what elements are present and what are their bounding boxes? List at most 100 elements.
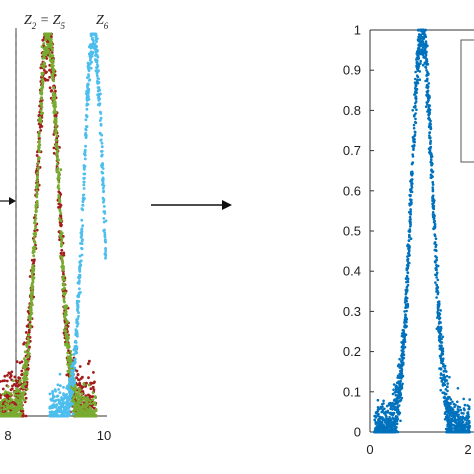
scatter-point [379,406,383,410]
scatter-point [62,408,66,412]
scatter-point [81,238,84,242]
scatter-point [57,414,60,418]
scatter-point [96,55,100,59]
scatter-point [5,407,9,411]
scatter-point [425,74,428,77]
scatter-point [453,430,457,434]
scatter-point [389,418,393,421]
scatter-point [38,143,41,147]
y-tick-label: 0.1 [343,384,361,399]
scatter-point [435,249,438,253]
scatter-point [77,280,81,284]
scatter-point [406,305,409,309]
scatter-point [75,324,79,328]
scatter-point [62,405,65,409]
scatter-point [431,186,435,189]
scatter-point [400,396,404,400]
y-tick-label: 0.7 [343,143,361,158]
scatter-point [72,353,76,356]
scatter-point [56,383,60,387]
scatter-point [73,386,77,390]
scatter-point [81,208,85,212]
scatter-point [448,375,451,379]
scatter-point [36,167,40,171]
scatter-point [417,38,420,41]
scatter-point [79,259,83,263]
scatter-point [376,398,380,402]
scatter-point [12,408,15,412]
scatter-point [32,238,36,242]
scatter-point [87,412,91,415]
scatter-point [413,113,416,117]
scatter-point [71,409,75,413]
scatter-point [35,179,39,183]
scatter-point [467,425,471,428]
scatter-point [462,425,465,428]
scatter-point [436,278,440,282]
scatter-point [60,248,64,252]
scatter-point [35,195,39,199]
scatter-point [414,95,418,98]
scatter-point [410,172,413,176]
scatter-point [66,351,70,355]
scatter-point [14,399,18,403]
scatter-point [410,184,413,187]
scatter-point [394,386,398,389]
scatter-point [58,372,62,376]
scatter-point [89,62,92,65]
scatter-point [80,253,84,257]
scatter-point [33,241,37,245]
scatter-point [53,399,57,403]
scatter-point [411,178,414,181]
scatter-point [10,370,14,374]
scatter-point [35,154,39,157]
scatter-point [399,365,403,368]
scatter-point [0,380,2,383]
scatter-point [98,119,102,122]
scatter-point [99,123,103,127]
scatter-point [383,407,386,411]
scatter-point [75,319,79,323]
scatter-point [30,303,33,307]
scatter-point [66,411,70,414]
scatter-point [59,215,62,218]
scatter-point [414,117,417,121]
scatter-point [104,254,108,257]
scatter-point [396,405,400,408]
scatter-point [389,407,392,411]
scatter-point [393,408,397,412]
scatter-point [5,405,9,409]
scatter-point [62,251,66,255]
scatter-point [438,338,441,341]
scatter-point [438,347,442,351]
scatter-point [75,397,79,401]
scatter-point [74,411,78,415]
scatter-point [28,326,32,330]
scatter-point [58,205,62,209]
scatter-point [90,381,94,385]
scatter-point [63,306,67,309]
scatter-point [30,311,34,315]
scatter-point [395,422,399,426]
scatter-point [456,387,460,390]
scatter-point [62,392,65,396]
scatter-point [64,318,68,322]
scatter-point [39,121,43,124]
scatter-point [438,312,441,315]
scatter-point [428,134,431,137]
scatter-point [58,410,62,414]
scatter-point [411,109,415,112]
scatter-point [87,362,90,366]
scatter-point [56,394,60,398]
scatter-point [393,425,397,429]
scatter-point [53,108,57,112]
scatter-point [421,53,425,57]
scatter-point [405,296,409,300]
scatter-point [82,401,86,405]
scatter-point [95,72,99,75]
scatter-point [13,383,16,386]
scatter-point [62,253,66,257]
scatter-point [80,230,84,233]
scatter-point [433,199,436,202]
scatter-point [66,335,70,339]
